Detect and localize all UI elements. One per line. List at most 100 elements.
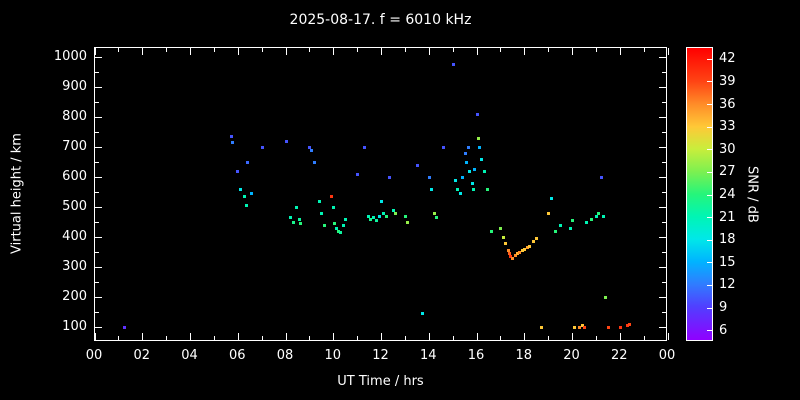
colorbar-tick-label: 21	[719, 209, 736, 225]
data-point	[371, 216, 375, 219]
x-tick	[619, 333, 621, 340]
y-minor-tick	[95, 101, 99, 103]
colorbar-tick	[707, 307, 712, 309]
data-point	[415, 163, 419, 167]
x-tick	[619, 48, 621, 55]
data-point	[320, 211, 324, 215]
data-point	[468, 169, 472, 173]
data-point	[554, 229, 558, 233]
data-point	[525, 246, 529, 249]
data-point	[463, 151, 467, 155]
data-point	[477, 145, 481, 149]
y-tick	[659, 116, 666, 118]
x-tick	[667, 48, 669, 55]
data-point	[235, 169, 239, 173]
colorbar-tick-label: 24	[719, 187, 736, 202]
y-tick	[95, 266, 102, 268]
x-tick	[381, 333, 382, 340]
data-point	[520, 249, 524, 252]
data-point	[471, 187, 475, 191]
data-point	[229, 135, 233, 138]
colorbar-tick-label: 42	[719, 51, 736, 67]
data-point	[382, 211, 386, 215]
y-minor-tick	[662, 191, 666, 193]
data-point	[578, 325, 582, 329]
data-point	[442, 145, 446, 149]
y-tick	[95, 206, 102, 208]
y-tick-label: 1000	[53, 49, 87, 64]
data-point	[628, 322, 632, 326]
data-point	[369, 217, 373, 221]
y-tick-label: 200	[62, 289, 87, 304]
x-tick	[667, 333, 669, 340]
y-tick	[95, 326, 102, 328]
data-point	[284, 139, 288, 143]
data-point	[476, 136, 480, 140]
colorbar-tick-label: 6	[719, 322, 728, 338]
chart-title: 2025-08-17. f = 6010 kHz	[289, 12, 472, 28]
x-tick	[237, 48, 239, 55]
data-point	[467, 145, 471, 149]
data-point	[366, 214, 370, 218]
y-tick-label: 400	[62, 229, 87, 244]
data-point	[501, 235, 505, 239]
data-point	[403, 214, 407, 218]
y-minor-tick	[662, 71, 666, 73]
data-point	[317, 199, 321, 203]
x-tick	[524, 333, 526, 340]
x-tick	[237, 333, 239, 340]
colorbar-tick	[707, 81, 712, 83]
colorbar-tick	[707, 104, 712, 106]
x-minor-tick	[404, 48, 406, 52]
x-minor-tick	[261, 48, 263, 52]
data-point	[333, 222, 337, 225]
data-point	[528, 244, 532, 248]
data-point	[249, 192, 253, 195]
data-point	[289, 216, 293, 219]
y-tick	[95, 116, 102, 118]
y-minor-tick	[95, 191, 99, 193]
y-tick-label: 100	[62, 319, 87, 334]
data-point	[246, 160, 250, 164]
x-tick-label: 00	[85, 348, 103, 363]
data-point	[334, 226, 338, 230]
x-tick-label: 16	[467, 348, 485, 363]
data-point	[329, 195, 333, 198]
data-point	[559, 223, 563, 227]
data-point	[406, 220, 410, 224]
data-point	[582, 325, 586, 329]
x-tick-label: 06	[228, 348, 246, 363]
data-point	[597, 211, 601, 215]
x-tick-label: 22	[610, 348, 628, 363]
x-tick	[190, 48, 191, 55]
x-tick	[94, 333, 96, 340]
y-minor-tick	[662, 161, 666, 163]
colorbar-tick	[707, 239, 712, 241]
x-tick	[524, 48, 526, 55]
colorbar-tick-label: 39	[719, 73, 736, 89]
colorbar-tick	[707, 262, 712, 264]
x-minor-tick	[357, 336, 359, 340]
colorbar-tick-label: 30	[719, 141, 736, 157]
colorbar-tick	[707, 284, 712, 286]
x-minor-tick	[166, 48, 168, 52]
data-point	[363, 145, 367, 149]
data-point	[123, 325, 127, 329]
y-minor-tick	[95, 221, 99, 223]
data-point	[458, 192, 462, 195]
data-point	[535, 237, 539, 240]
y-tick	[95, 56, 102, 58]
colorbar	[686, 47, 713, 341]
data-point	[594, 214, 598, 218]
data-point	[486, 187, 490, 191]
y-tick-label: 500	[62, 199, 87, 214]
x-minor-tick	[548, 336, 550, 340]
x-minor-tick	[213, 336, 215, 340]
y-minor-tick	[95, 251, 99, 253]
colorbar-tick	[707, 58, 712, 60]
x-minor-tick	[595, 336, 597, 340]
y-tick	[95, 236, 102, 238]
x-tick-label: 12	[372, 348, 389, 363]
data-point	[506, 249, 510, 252]
x-tick-label: 20	[563, 348, 580, 363]
